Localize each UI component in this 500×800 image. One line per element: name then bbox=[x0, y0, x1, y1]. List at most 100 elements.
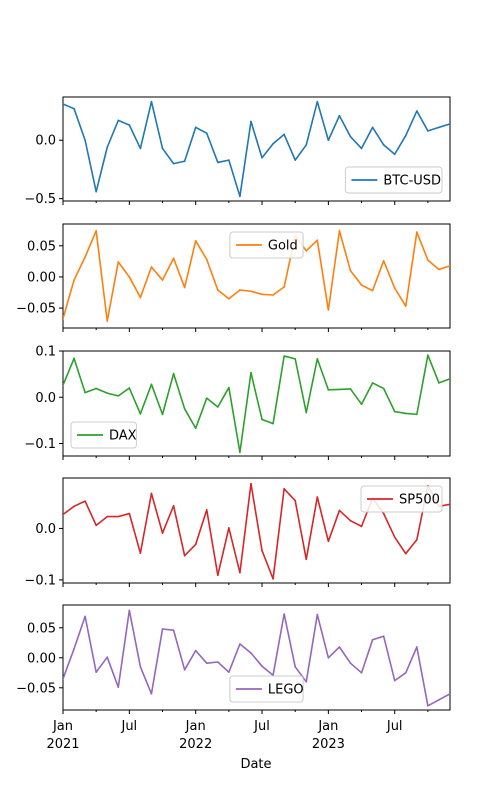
line-segment bbox=[63, 647, 75, 680]
legend: SP500 bbox=[360, 485, 443, 513]
plot-frame bbox=[62, 223, 451, 329]
line-segment bbox=[316, 613, 330, 659]
subplot-btc-usd: −0.5 0.0 BTC-USD bbox=[24, 96, 451, 207]
line-segment bbox=[327, 509, 341, 543]
line-segment bbox=[117, 119, 131, 126]
line-segment bbox=[338, 646, 352, 665]
line-segment bbox=[316, 358, 330, 391]
line-segment bbox=[283, 613, 297, 668]
line-segment bbox=[228, 159, 241, 198]
line-segment bbox=[371, 259, 385, 292]
line-segment bbox=[73, 256, 86, 281]
plot-frame bbox=[62, 96, 451, 202]
line-segment bbox=[393, 536, 407, 555]
series-gold bbox=[63, 230, 450, 322]
line-segment bbox=[73, 357, 86, 394]
line-segment bbox=[172, 160, 186, 165]
line-segment bbox=[161, 504, 175, 534]
shared-x-axis: Jan 2021 Jul Jan 2022 Jul Jan 2023 Jul bbox=[46, 719, 402, 752]
line-segment bbox=[150, 628, 164, 695]
line-segment bbox=[217, 289, 230, 300]
line-segment bbox=[194, 240, 208, 261]
line-segment bbox=[438, 123, 450, 129]
line-segment bbox=[305, 100, 319, 146]
y-tick-label: 0.1 bbox=[35, 345, 56, 360]
line-segment bbox=[63, 103, 75, 110]
line-segment bbox=[217, 159, 230, 164]
line-segment bbox=[150, 383, 164, 416]
line-segment bbox=[84, 615, 97, 674]
line-segment bbox=[128, 609, 142, 668]
line-segment bbox=[95, 230, 109, 322]
line-segment bbox=[438, 692, 450, 701]
line-segment bbox=[217, 527, 230, 577]
line-segment bbox=[161, 147, 175, 165]
legend-box bbox=[229, 231, 304, 259]
line-segment bbox=[63, 505, 75, 516]
line-segment bbox=[416, 110, 429, 132]
line-segment bbox=[272, 488, 285, 580]
line-segment bbox=[250, 482, 263, 552]
line-segment bbox=[84, 387, 97, 394]
line-segment bbox=[427, 259, 440, 271]
line-segment bbox=[194, 397, 208, 430]
line-segment bbox=[172, 629, 186, 671]
legend-label: DAX bbox=[109, 429, 137, 444]
line-segment bbox=[283, 355, 297, 360]
line-segment bbox=[228, 386, 241, 454]
line-segment bbox=[63, 357, 75, 387]
line-segment bbox=[73, 615, 86, 650]
line-segment bbox=[139, 266, 153, 299]
line-segment bbox=[139, 492, 153, 554]
line-segment bbox=[84, 139, 97, 193]
line-segment bbox=[382, 259, 396, 289]
y-tick-label: 0.00 bbox=[27, 651, 56, 666]
line-segment bbox=[128, 512, 142, 554]
line-segment bbox=[349, 519, 363, 528]
line-segment bbox=[416, 646, 429, 707]
line-segment bbox=[183, 649, 197, 671]
x-tick-year-label: 2023 bbox=[312, 737, 345, 752]
subplots: −0.5 0.0 BTC-USD −0.05 0.00 0.05 Gold −0.1 0.0 0.… bbox=[16, 96, 451, 714]
line-segment bbox=[84, 500, 97, 527]
line-segment bbox=[360, 382, 374, 405]
line-segment bbox=[294, 358, 308, 414]
y-tick-label: 0.05 bbox=[27, 621, 56, 636]
line-segment bbox=[283, 133, 297, 161]
y-tick-label: 0.0 bbox=[35, 522, 56, 537]
line-segment bbox=[217, 386, 230, 408]
line-segment bbox=[228, 527, 241, 574]
line-segment bbox=[228, 289, 241, 300]
line-segment bbox=[106, 261, 120, 322]
legend-label: Gold bbox=[268, 239, 298, 254]
legend-box bbox=[70, 421, 137, 449]
line-segment bbox=[239, 643, 252, 654]
line-segment bbox=[84, 230, 97, 258]
y-tick-label: −0.1 bbox=[24, 437, 56, 452]
y-tick-label: −0.05 bbox=[16, 681, 56, 696]
line-segment bbox=[205, 661, 219, 665]
line-segment bbox=[349, 135, 363, 150]
line-segment bbox=[338, 230, 352, 272]
line-segment bbox=[404, 231, 418, 308]
line-segment bbox=[404, 412, 418, 416]
line-segment bbox=[172, 372, 186, 410]
line-segment bbox=[305, 496, 319, 561]
line-segment bbox=[294, 499, 308, 561]
subplot-sp500: −0.1 0.0 SP500 bbox=[24, 477, 451, 588]
line-segment bbox=[106, 656, 120, 689]
plot-frame bbox=[62, 477, 451, 584]
line-segment bbox=[427, 354, 440, 384]
line-segment bbox=[250, 290, 263, 296]
line-segment bbox=[183, 240, 197, 289]
plot-frame bbox=[62, 350, 451, 457]
line-segment bbox=[194, 649, 208, 665]
x-tick-label: Jul bbox=[120, 719, 137, 734]
line-segment bbox=[183, 126, 197, 163]
line-segment bbox=[382, 512, 396, 538]
line-segment bbox=[360, 126, 374, 150]
x-tick-label: Jan bbox=[185, 719, 206, 734]
line-segment bbox=[327, 114, 341, 142]
line-segment bbox=[117, 261, 131, 278]
legend-box bbox=[229, 675, 304, 703]
